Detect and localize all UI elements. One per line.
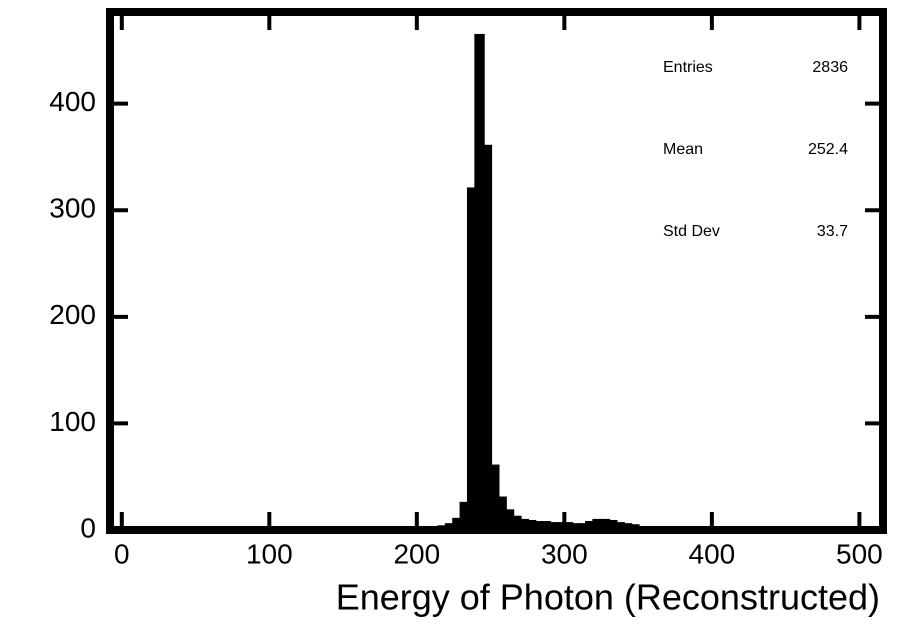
stat-name: Entries [663, 59, 713, 76]
y-tick-label: 100 [49, 406, 96, 437]
y-tick-label: 400 [49, 86, 96, 117]
stat-value: 2836 [812, 59, 848, 76]
x-tick-label: 300 [541, 538, 588, 569]
x-axis-label: Energy of Photon (Reconstructed) [336, 577, 880, 618]
x-tick-label: 500 [836, 538, 883, 569]
stat-value: 252.4 [808, 141, 848, 158]
stat-value: 33.7 [817, 223, 848, 240]
y-tick-label: 0 [80, 512, 96, 543]
stat-name: Std Dev [663, 223, 720, 240]
x-tick-label: 200 [393, 538, 440, 569]
x-tick-label: 100 [246, 538, 293, 569]
y-tick-label: 300 [49, 193, 96, 224]
x-tick-label: 0 [114, 538, 130, 569]
plot-frame [106, 8, 887, 534]
y-tick-label: 200 [49, 299, 96, 330]
x-tick-label: 400 [689, 538, 736, 569]
stat-name: Mean [663, 141, 703, 158]
